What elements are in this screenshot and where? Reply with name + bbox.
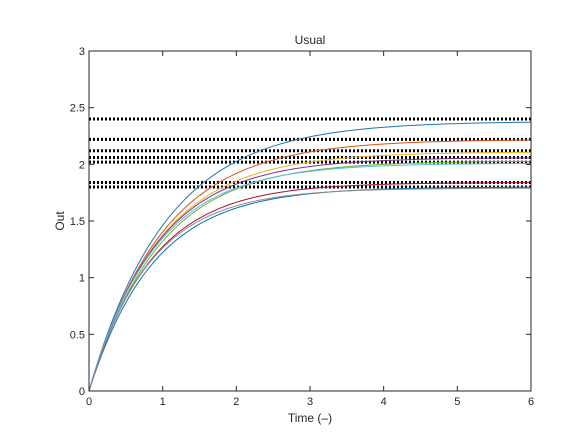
series-lines: [88, 121, 532, 392]
y-tick-label: 1.5: [70, 216, 85, 228]
series-line: [88, 121, 532, 392]
x-ticks: 0 1 2 3 4 5 6: [86, 51, 534, 408]
plot-area: 0 1 2 3 4 5 6 0 0.5 1 1.5 2 2.5 3: [70, 46, 534, 408]
plot-background: [89, 51, 531, 391]
x-tick-label: 6: [528, 396, 534, 408]
series-line: [88, 160, 532, 392]
y-ticks: 0 0.5 1 1.5 2 2.5 3: [70, 46, 531, 398]
x-tick-label: 5: [454, 396, 460, 408]
series-line: [88, 157, 532, 392]
x-tick-label: 2: [233, 396, 239, 408]
x-tick-label: 0: [86, 396, 92, 408]
x-tick-label: 1: [160, 396, 166, 408]
x-tick-label: 3: [307, 396, 313, 408]
y-tick-label: 2: [79, 159, 85, 171]
series-line: [88, 182, 532, 392]
y-tick-label: 0: [79, 386, 85, 398]
x-tick-label: 4: [381, 396, 387, 408]
y-tick-label: 1: [79, 273, 85, 285]
y-tick-label: 2.5: [70, 103, 85, 115]
series-line: [88, 139, 532, 392]
x-axis-label: Time (–): [288, 411, 332, 425]
series-line: [88, 162, 532, 392]
chart-title: Usual: [295, 33, 326, 47]
y-axis-label: Out: [53, 211, 67, 231]
y-tick-label: 3: [79, 46, 85, 58]
y-tick-label: 0.5: [70, 329, 85, 341]
series-line: [88, 187, 532, 392]
series-line: [88, 151, 532, 392]
